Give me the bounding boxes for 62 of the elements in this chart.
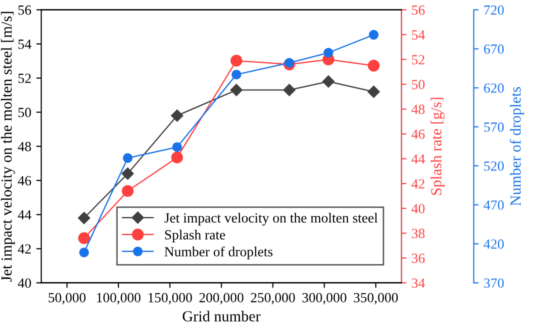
point [122,153,133,163]
point [171,110,184,122]
point [230,84,242,96]
y2-tick-label: 50 [412,80,425,90]
y-tick-label: 46 [18,176,32,186]
y2-tick-label: 36 [412,254,425,263]
y3-tick-label: 470 [484,200,504,210]
y3-tick-label: 620 [484,83,504,93]
legend-label: Number of droplets [164,246,272,260]
point [232,70,242,80]
point [324,48,334,58]
y2-tick-label: 46 [411,130,425,139]
y-axis-title: Jet impact velocity on the molten steel [m/s] [0,12,15,282]
x-tick-label: 350,000 [354,292,398,304]
point [122,168,134,180]
point [368,60,380,72]
y-tick-label: 52 [18,74,31,84]
y3-tick-label: 370 [484,278,504,288]
point [322,75,335,88]
y-tick-label: 40 [18,278,31,288]
x-tick-label: 300,000 [302,292,346,304]
point [283,84,296,96]
y2-tick-label: 38 [412,228,425,238]
point [79,248,89,258]
point [284,58,294,68]
y3-tick-label: 720 [484,5,504,15]
x-tick-label: 200,000 [199,292,244,304]
y-tick-label: 48 [18,142,31,152]
y2-tick-label: 40 [411,204,425,214]
y-tick-label: 54 [18,40,32,49]
y3-axis-title: Number of droplets [510,87,524,206]
y3-tick-label: 420 [484,239,504,249]
y3-tick-label: 570 [484,122,504,132]
x-tick-label: 50,000 [48,292,86,304]
point [230,54,242,67]
point [171,152,184,164]
y2-tick-label: 48 [411,104,425,114]
y2-tick-label: 34 [412,278,425,288]
y-tick-label: 50 [18,108,31,118]
x-axis-title: Grid number [182,310,260,322]
y-tick-label: 42 [18,244,31,254]
y2-tick-label: 56 [412,5,425,15]
y3-tick-label: 670 [484,44,504,54]
x-tick-label: 150,000 [148,292,192,304]
point [78,212,90,224]
y-tick-label: 44 [18,210,32,220]
point [368,86,380,98]
point [78,232,90,244]
y2-tick-label: 42 [411,179,424,188]
y2-tick-label: 54 [412,30,425,40]
x-tick-label: 250,000 [250,292,295,304]
legend-label: Jet impact velocity on the molten steel [164,212,378,226]
y2-tick-label: 52 [412,55,424,64]
point [172,142,182,152]
y-tick-label: 56 [18,5,32,15]
y2-axis-title: Splash rate [g/s] [430,98,445,195]
y3-tick-label: 520 [484,161,504,171]
point [368,30,379,40]
point [122,185,134,197]
y2-tick-label: 44 [411,154,425,164]
x-tick-label: 100,000 [97,292,140,304]
legend-label: Splash rate [165,230,226,242]
